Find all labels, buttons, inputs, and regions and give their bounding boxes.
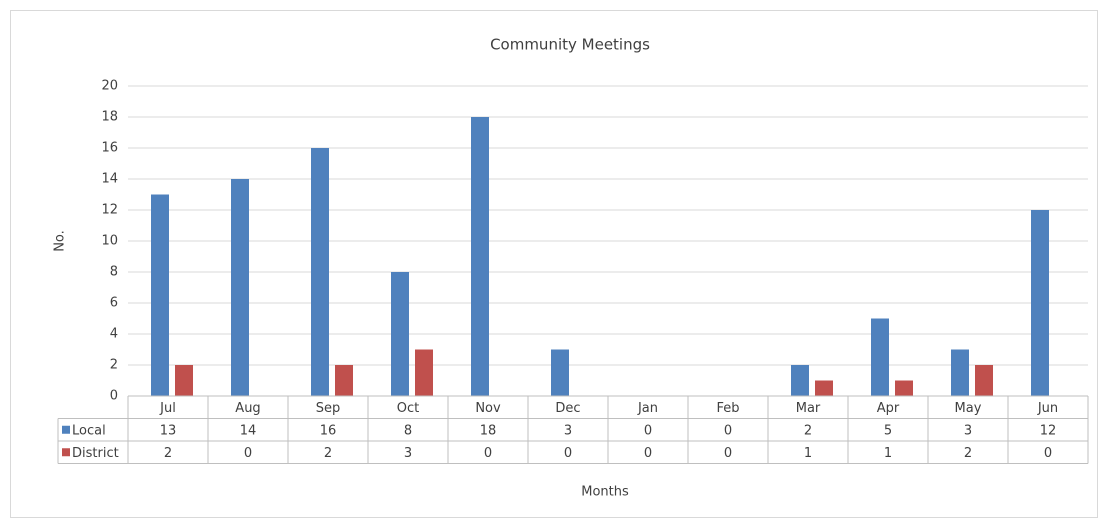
y-tick-label: 18: [101, 110, 118, 125]
x-tick-label: Feb: [716, 401, 739, 416]
x-tick-label: Dec: [555, 401, 580, 416]
table-cell: 16: [320, 423, 337, 438]
table-cell: 0: [724, 446, 732, 461]
y-tick-label: 10: [101, 234, 118, 249]
table-cell: 13: [160, 423, 177, 438]
x-tick-label: Jul: [159, 401, 176, 416]
bar: [551, 349, 569, 396]
table-cell: 2: [964, 446, 972, 461]
y-tick-label: 14: [101, 172, 118, 187]
table-cell: 0: [564, 446, 572, 461]
table-cell: 0: [1044, 446, 1052, 461]
table-cell: 0: [644, 446, 652, 461]
bar: [175, 365, 193, 396]
table-cell: 0: [644, 423, 652, 438]
table-cell: 3: [404, 446, 412, 461]
bar: [415, 349, 433, 396]
x-tick-label: Aug: [235, 401, 260, 416]
x-tick-label: Mar: [796, 401, 821, 416]
table-cell: 2: [804, 423, 812, 438]
table-cell: 8: [404, 423, 412, 438]
x-tick-label: Jan: [637, 401, 658, 416]
chart-title: Community Meetings: [490, 36, 650, 54]
x-tick-label: Apr: [877, 401, 900, 416]
bar: [975, 365, 993, 396]
y-tick-label: 2: [110, 358, 118, 373]
table-cell: 18: [480, 423, 497, 438]
legend-label: District: [72, 446, 119, 461]
table-cell: 0: [244, 446, 252, 461]
table-cell: 0: [484, 446, 492, 461]
bar: [791, 365, 809, 396]
table-cell: 12: [1040, 423, 1057, 438]
bar: [151, 194, 169, 396]
x-tick-label: Jun: [1037, 401, 1058, 416]
bar: [871, 318, 889, 396]
x-axis-label: Months: [581, 485, 629, 500]
bar: [231, 179, 249, 396]
x-tick-label: May: [955, 401, 982, 416]
y-tick-label: 0: [110, 389, 118, 404]
bar: [335, 365, 353, 396]
table-cell: 1: [884, 446, 892, 461]
chart-border: [10, 10, 1098, 518]
legend-swatch: [62, 425, 70, 434]
bar: [895, 380, 913, 396]
y-tick-label: 8: [110, 265, 118, 280]
bar: [1031, 210, 1049, 396]
table-cell: 1: [804, 446, 812, 461]
table-cell: 5: [884, 423, 892, 438]
x-tick-label: Oct: [397, 401, 419, 416]
table-cell: 3: [964, 423, 972, 438]
bar: [391, 272, 409, 396]
bar: [471, 117, 489, 396]
table-cell: 0: [724, 423, 732, 438]
table-cell: 3: [564, 423, 572, 438]
y-tick-label: 12: [101, 203, 118, 218]
bar: [951, 349, 969, 396]
legend-label: Local: [72, 423, 106, 438]
y-tick-label: 4: [110, 327, 118, 342]
y-tick-label: 20: [101, 79, 118, 94]
y-tick-label: 6: [110, 296, 118, 311]
x-tick-label: Sep: [316, 401, 341, 416]
bar: [815, 380, 833, 396]
table-cell: 14: [240, 423, 257, 438]
table-cell: 2: [164, 446, 172, 461]
x-tick-label: Nov: [475, 401, 501, 416]
bar: [311, 148, 329, 396]
table-cell: 2: [324, 446, 332, 461]
y-tick-label: 16: [101, 141, 118, 156]
y-axis-label: No.: [53, 230, 68, 252]
legend-swatch: [62, 448, 70, 457]
